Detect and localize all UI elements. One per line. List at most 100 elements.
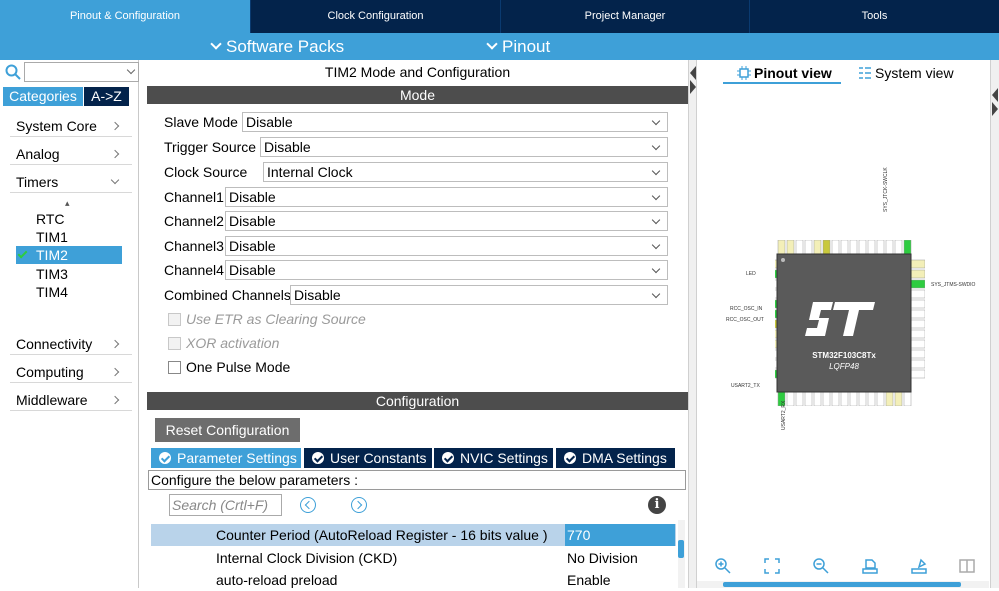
channel2-select[interactable]: Disable: [225, 211, 668, 231]
expand-right-icon[interactable]: [690, 80, 696, 94]
tab-dma-settings[interactable]: DMA Settings: [556, 448, 675, 468]
select-value: Disable: [264, 139, 311, 155]
tab-pinout-configuration[interactable]: Pinout & Configuration: [0, 0, 251, 33]
select-value: Disable: [229, 238, 276, 254]
collapse-left-icon[interactable]: [690, 66, 696, 80]
tab-tools[interactable]: Tools: [861, 10, 888, 22]
check-icon: [17, 248, 28, 259]
tab-label: DMA Settings: [582, 450, 667, 466]
splitter[interactable]: [688, 60, 697, 588]
combined-channels-select[interactable]: Disable: [290, 285, 668, 305]
category-analog[interactable]: Analog: [10, 143, 132, 165]
reset-configuration-button[interactable]: Reset Configuration: [155, 418, 300, 442]
category-system-core[interactable]: System Core: [10, 115, 132, 137]
channel3-label: Channel3: [164, 238, 224, 254]
channel3-select[interactable]: Disable: [225, 236, 668, 256]
tab-clock-configuration[interactable]: Clock Configuration: [251, 0, 501, 33]
param-value[interactable]: 770: [565, 524, 675, 546]
channel4-select[interactable]: Disable: [225, 260, 668, 280]
tab-label: System view: [875, 65, 954, 81]
split-view-icon[interactable]: [958, 558, 976, 576]
system-view-tab[interactable]: System view: [858, 64, 954, 82]
tab-label: User Constants: [330, 450, 427, 466]
tab-nvic-settings[interactable]: NVIC Settings: [434, 448, 553, 468]
software-packs-menu[interactable]: Software Packs: [210, 33, 344, 60]
chevron-down-icon: [651, 240, 661, 250]
rotate-icon[interactable]: [910, 558, 928, 576]
search-icon[interactable]: [5, 64, 21, 80]
pin-label-osc-in: RCC_OSC_IN: [730, 306, 763, 312]
zoom-out-icon[interactable]: [812, 558, 830, 576]
select-value: Internal Clock: [267, 164, 353, 180]
xor-activation-checkbox[interactable]: [168, 337, 181, 350]
chevron-down-icon: [210, 38, 222, 50]
category-timers[interactable]: Timers: [10, 171, 132, 193]
categories-button[interactable]: Categories: [3, 87, 83, 106]
pinout-label: Pinout: [502, 37, 551, 56]
zoom-in-icon[interactable]: [714, 558, 732, 576]
channel2-label: Channel2: [164, 213, 224, 229]
timer-item-tim1[interactable]: TIM1: [36, 229, 68, 245]
tab-parameter-settings[interactable]: Parameter Settings: [151, 448, 301, 468]
use-etr-label: Use ETR as Clearing Source: [186, 311, 366, 327]
table-row[interactable]: Internal Clock Division (CKD) No Division: [151, 547, 676, 569]
pin1-marker: [781, 258, 785, 262]
chip-package: LQFP48: [829, 362, 859, 371]
timer-item-tim3[interactable]: TIM3: [36, 266, 68, 282]
category-label: Timers: [16, 174, 59, 190]
search-prev-icon[interactable]: [300, 497, 316, 513]
expand-right-icon[interactable]: [992, 102, 998, 116]
check-circle-icon: [442, 452, 454, 464]
pin-label-swclk: SYS_JTCK-SWCLK: [883, 167, 889, 212]
slave-mode-select[interactable]: Disable: [242, 112, 668, 132]
channel1-select[interactable]: Disable: [225, 187, 668, 207]
one-pulse-mode-checkbox[interactable]: [168, 361, 181, 374]
mcu-chip-diagram[interactable]: STM32F103C8Tx LQFP48: [775, 240, 925, 406]
parameter-search-input[interactable]: Search (Crtl+F): [169, 494, 282, 516]
chevron-down-icon: [651, 215, 661, 225]
pin-label-usart2-rx: USART2_RX: [781, 400, 787, 430]
timer-item-rtc[interactable]: RTC: [36, 211, 65, 227]
category-connectivity[interactable]: Connectivity: [10, 333, 132, 355]
pinout-view-tab[interactable]: Pinout view: [737, 64, 832, 82]
info-icon[interactable]: i: [648, 496, 666, 514]
param-value[interactable]: No Division: [567, 550, 638, 566]
search-next-icon[interactable]: [351, 497, 367, 513]
collapse-right-icon[interactable]: [992, 88, 998, 102]
timer-item-tim2[interactable]: TIM2: [16, 246, 122, 264]
use-etr-checkbox[interactable]: [168, 313, 181, 326]
one-pulse-mode-label: One Pulse Mode: [186, 359, 291, 375]
trigger-source-select[interactable]: Disable: [260, 137, 668, 157]
category-search-input[interactable]: [24, 62, 139, 82]
clock-source-label: Clock Source: [164, 164, 248, 180]
check-circle-icon: [564, 452, 576, 464]
tab-user-constants[interactable]: User Constants: [304, 448, 432, 468]
param-value[interactable]: Enable: [567, 572, 611, 588]
clock-source-select[interactable]: Internal Clock: [263, 162, 668, 182]
timer-item-tim4[interactable]: TIM4: [36, 284, 68, 300]
list-icon: [859, 67, 871, 79]
param-name: Internal Clock Division (CKD): [216, 550, 398, 566]
export-icon[interactable]: [861, 558, 879, 576]
category-middleware[interactable]: Middleware: [10, 389, 132, 411]
category-label: Analog: [16, 146, 60, 162]
pinout-hscrollbar-thumb[interactable]: [723, 582, 961, 587]
sort-up-icon[interactable]: ▴: [65, 198, 70, 208]
table-row[interactable]: auto-reload preload Enable: [151, 569, 676, 591]
param-scrollbar-thumb[interactable]: [678, 540, 684, 558]
pinout-menu[interactable]: Pinout: [486, 33, 551, 60]
configuration-header: Configuration: [147, 392, 688, 410]
pin-label-led: LED: [746, 271, 756, 277]
pin-label-osc-out: RCC_OSC_OUT: [726, 317, 764, 323]
tab-project-manager[interactable]: Project Manager: [501, 0, 750, 33]
right-pins: [910, 259, 925, 379]
top-pins: [777, 240, 912, 255]
slave-mode-label: Slave Mode: [164, 114, 238, 130]
table-row[interactable]: Counter Period (AutoReload Register - 16…: [151, 524, 676, 546]
category-computing[interactable]: Computing: [10, 361, 132, 383]
a-z-button[interactable]: A->Z: [84, 87, 129, 106]
right-splitter[interactable]: [990, 60, 999, 588]
fit-screen-icon[interactable]: [763, 558, 781, 576]
bottom-pins: [777, 391, 912, 406]
trigger-source-label: Trigger Source: [164, 139, 257, 155]
